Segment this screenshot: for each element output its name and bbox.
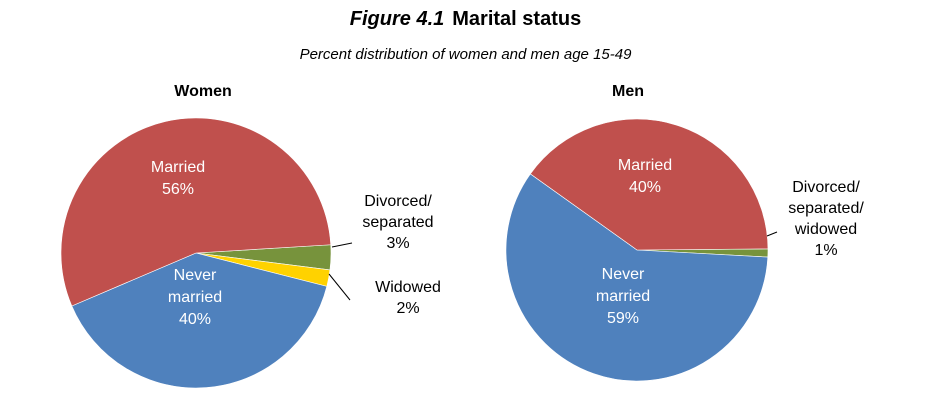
pie-slice-married [529,118,769,251]
leader-line-divorced-widowed [766,231,778,237]
slice-label-never-married: Never married 59% [596,266,650,327]
figure-title-text: Marital status [452,8,582,30]
leader-line-divorced [331,242,353,248]
pie-slice-never-married [505,173,769,382]
pie-title: Men [612,83,644,100]
pie-slice-married [60,117,332,307]
pie-women: Women Divorced/separated 3% Widowed 2% Never m… [60,83,441,389]
slice-label-divorced-widowed: Divorced/separated/widowed 1% [788,179,864,259]
slice-label-married: Married 56% [151,159,205,198]
slice-label-married: Married 40% [618,157,672,196]
leader-line-widowed [328,273,351,301]
slice-label-divorced: Divorced/separated 3% [362,193,433,252]
figure-subtitle: Percent distribution of women and men ag… [299,46,632,63]
slice-label-never-married: Never married 40% [168,267,222,328]
pie-title: Women [174,83,231,100]
pie-slice-never-married [71,252,328,389]
figure-title: Figure 4.1 Marital status [0,8,931,31]
slice-label-widowed: Widowed 2% [375,279,441,317]
pie-men: Men Divorced/separated/widowed 1% Never marr… [505,83,864,382]
figure-number: Figure 4.1 [349,8,445,30]
